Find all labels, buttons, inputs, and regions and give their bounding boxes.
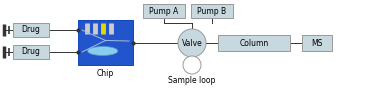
FancyBboxPatch shape bbox=[13, 45, 49, 59]
Text: Pump A: Pump A bbox=[149, 6, 178, 15]
Ellipse shape bbox=[88, 46, 118, 55]
FancyBboxPatch shape bbox=[13, 23, 49, 37]
Text: Valve: Valve bbox=[182, 38, 203, 48]
Text: Pump B: Pump B bbox=[197, 6, 227, 15]
Text: Drug: Drug bbox=[22, 48, 40, 57]
FancyBboxPatch shape bbox=[218, 35, 290, 51]
FancyBboxPatch shape bbox=[302, 35, 332, 51]
FancyBboxPatch shape bbox=[78, 20, 133, 65]
Text: Column: Column bbox=[239, 38, 268, 48]
Text: Chip: Chip bbox=[97, 69, 114, 78]
Circle shape bbox=[183, 56, 201, 74]
Text: Sample loop: Sample loop bbox=[168, 76, 216, 85]
FancyBboxPatch shape bbox=[191, 4, 233, 18]
Circle shape bbox=[178, 29, 206, 57]
Text: Drug: Drug bbox=[22, 25, 40, 34]
Text: MS: MS bbox=[311, 38, 323, 48]
FancyBboxPatch shape bbox=[143, 4, 185, 18]
